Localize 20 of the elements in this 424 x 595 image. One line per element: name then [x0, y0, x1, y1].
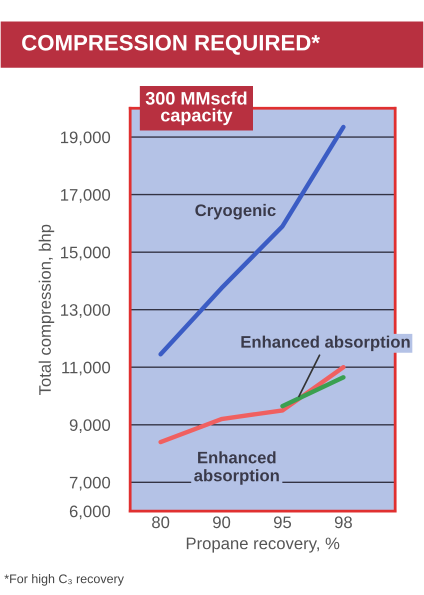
series-label: Cryogenic — [195, 204, 276, 220]
chart-title: COMPRESSION REQUIRED* — [22, 34, 320, 55]
chart-subtitle: 300 MMscfd capacity — [146, 91, 246, 126]
y-tick-label: 6,000 — [70, 506, 110, 520]
y-tick-label: 11,000 — [62, 362, 110, 376]
y-tick-label: 15,000 — [61, 246, 110, 260]
y-tick-label: 19,000 — [61, 131, 110, 146]
y-tick-label: 13,000 — [61, 304, 110, 318]
x-tick-label: 98 — [334, 516, 352, 528]
text: Enhanced absorption — [241, 336, 410, 352]
x-tick-label: 80 — [152, 516, 170, 528]
y-tick-label: 17,000 — [61, 189, 110, 203]
y-tick-label: 7,000 — [70, 476, 110, 491]
y-axis-title: Total compression, bhp — [38, 224, 54, 396]
x-tick-label: 90 — [213, 516, 230, 528]
x-axis-title: Propane recovery, % — [186, 538, 340, 553]
y-tick-label: 9,000 — [70, 419, 110, 433]
text: *For high C₃ recovery — [4, 574, 124, 586]
series-label: Enhanced absorption — [194, 451, 279, 485]
x-tick-label: 95 — [274, 516, 292, 528]
